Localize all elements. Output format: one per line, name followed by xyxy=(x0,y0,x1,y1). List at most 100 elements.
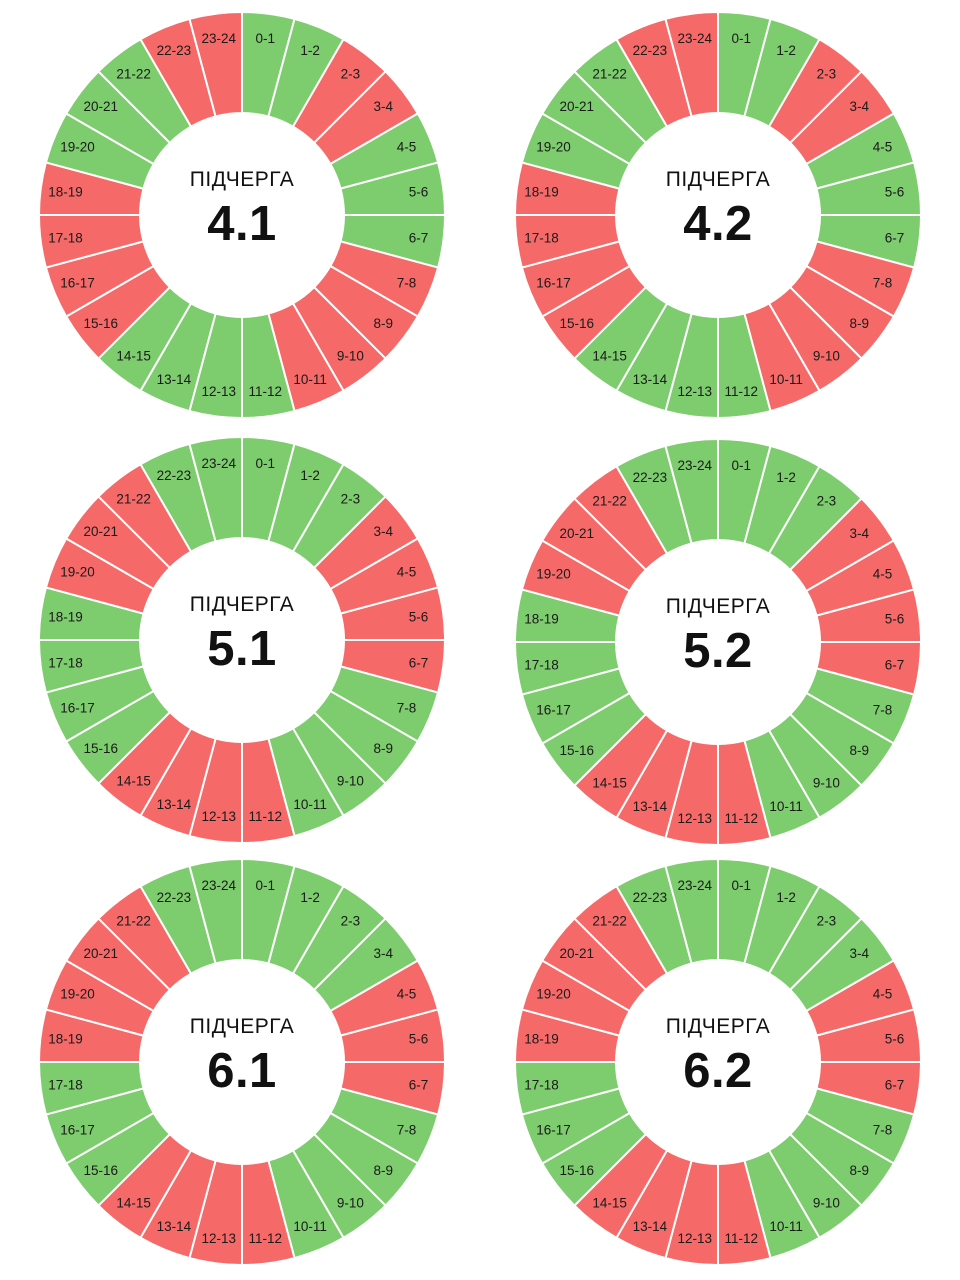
hour-label: 12-13 xyxy=(678,1231,713,1246)
hour-label: 0-1 xyxy=(255,456,275,471)
hour-label: 1-2 xyxy=(300,43,320,58)
hour-label: 4-5 xyxy=(397,139,417,154)
hour-label: 18-19 xyxy=(524,611,559,626)
hour-label: 1-2 xyxy=(776,470,796,485)
hour-label: 14-15 xyxy=(592,776,627,791)
hour-label: 14-15 xyxy=(592,1196,627,1211)
hour-label: 14-15 xyxy=(116,774,151,789)
hour-label: 3-4 xyxy=(373,99,393,114)
hour-segment-23-24 xyxy=(664,10,719,118)
queue-dial-5-1: 0-1 1-2 2-3 3-4 4-5 5-6 6-7 7-8 8-9 9-10 10-11 11-1… xyxy=(32,430,452,850)
hour-label: 13-14 xyxy=(157,797,192,812)
hour-label: 18-19 xyxy=(524,1031,559,1046)
hour-label: 5-6 xyxy=(409,609,429,624)
hour-label: 15-16 xyxy=(560,316,595,331)
hour-label: 7-8 xyxy=(873,703,893,718)
hour-label: 20-21 xyxy=(560,99,595,114)
dial-caption: ПІДЧЕРГА xyxy=(189,168,295,191)
hour-label: 0-1 xyxy=(255,878,275,893)
hour-label: 8-9 xyxy=(849,743,869,758)
hour-label: 7-8 xyxy=(397,276,417,291)
hour-label: 21-22 xyxy=(592,493,627,508)
hour-label: 20-21 xyxy=(560,946,595,961)
queue-number: 6.2 xyxy=(683,1044,753,1098)
hour-label: 4-5 xyxy=(873,566,893,581)
hour-label: 18-19 xyxy=(524,184,559,199)
hour-label: 21-22 xyxy=(116,491,151,506)
hour-label: 0-1 xyxy=(731,458,751,473)
hour-label: 22-23 xyxy=(633,470,668,485)
hour-label: 1-2 xyxy=(776,43,796,58)
hour-label: 22-23 xyxy=(157,890,192,905)
hour-label: 21-22 xyxy=(116,66,151,81)
hour-label: 10-11 xyxy=(293,797,327,812)
hour-label: 4-5 xyxy=(873,986,893,1001)
hour-label: 7-8 xyxy=(873,276,893,291)
hour-label: 7-8 xyxy=(397,1123,417,1138)
queue-number: 6.1 xyxy=(207,1044,277,1098)
hour-label: 23-24 xyxy=(678,458,713,473)
hour-label: 20-21 xyxy=(84,99,119,114)
hour-label: 15-16 xyxy=(560,1163,595,1178)
hour-label: 13-14 xyxy=(633,799,668,814)
hour-label: 2-3 xyxy=(817,493,837,508)
hour-label: 6-7 xyxy=(885,231,905,246)
hour-label: 13-14 xyxy=(633,372,668,387)
hour-label: 8-9 xyxy=(849,316,869,331)
hour-label: 3-4 xyxy=(373,946,393,961)
hour-label: 2-3 xyxy=(341,66,361,81)
hour-label: 20-21 xyxy=(560,526,595,541)
hour-label: 3-4 xyxy=(849,946,869,961)
hour-label: 8-9 xyxy=(373,316,393,331)
dial-caption: ПІДЧЕРГА xyxy=(665,1015,771,1038)
hour-label: 1-2 xyxy=(300,890,320,905)
hour-label: 11-12 xyxy=(248,1231,282,1246)
hour-label: 23-24 xyxy=(678,878,713,893)
hour-label: 0-1 xyxy=(731,878,751,893)
hour-label: 20-21 xyxy=(84,946,119,961)
hour-label: 9-10 xyxy=(813,776,840,791)
hour-label: 3-4 xyxy=(373,524,393,539)
hour-label: 18-19 xyxy=(48,609,83,624)
hour-label: 16-17 xyxy=(536,703,571,718)
hour-label: 19-20 xyxy=(60,564,95,579)
hour-ring: 0-1 1-2 2-3 3-4 4-5 5-6 6-7 7-8 8-9 9-10 10-11 11-1… xyxy=(37,10,447,420)
hour-label: 2-3 xyxy=(817,913,837,928)
hour-label: 21-22 xyxy=(592,66,627,81)
queue-number: 5.1 xyxy=(207,622,277,676)
hour-label: 6-7 xyxy=(409,231,429,246)
hour-label: 6-7 xyxy=(409,656,429,671)
hour-label: 23-24 xyxy=(202,31,237,46)
queue-number: 5.2 xyxy=(683,624,753,678)
queue-dial-6-2: 0-1 1-2 2-3 3-4 4-5 5-6 6-7 7-8 8-9 9-10 10-11 11-1… xyxy=(508,852,928,1272)
queue-dial-4-2: 0-1 1-2 2-3 3-4 4-5 5-6 6-7 7-8 8-9 9-10 10-11 11-1… xyxy=(508,5,928,425)
hour-label: 15-16 xyxy=(84,1163,119,1178)
hour-label: 8-9 xyxy=(373,1163,393,1178)
queue-dial-6-1: 0-1 1-2 2-3 3-4 4-5 5-6 6-7 7-8 8-9 9-10 10-11 11-1… xyxy=(32,852,452,1272)
hour-label: 5-6 xyxy=(409,1031,429,1046)
hour-label: 11-12 xyxy=(248,384,282,399)
hour-label: 9-10 xyxy=(813,1196,840,1211)
hour-label: 0-1 xyxy=(731,31,751,46)
hour-label: 0-1 xyxy=(255,31,275,46)
hour-label: 19-20 xyxy=(536,139,571,154)
hour-label: 15-16 xyxy=(84,741,119,756)
hour-label: 5-6 xyxy=(885,1031,905,1046)
hour-label: 13-14 xyxy=(633,1219,668,1234)
hour-label: 2-3 xyxy=(341,913,361,928)
hour-label: 22-23 xyxy=(157,468,192,483)
hour-label: 11-12 xyxy=(724,1231,758,1246)
hour-segment-23-24 xyxy=(188,10,243,118)
hour-label: 9-10 xyxy=(337,1196,364,1211)
hour-label: 19-20 xyxy=(536,566,571,581)
hour-ring: 0-1 1-2 2-3 3-4 4-5 5-6 6-7 7-8 8-9 9-10 10-11 11-1… xyxy=(37,435,447,845)
hour-label: 11-12 xyxy=(724,811,758,826)
hour-label: 3-4 xyxy=(849,526,869,541)
hour-label: 14-15 xyxy=(116,349,151,364)
hour-label: 23-24 xyxy=(202,456,237,471)
hour-label: 6-7 xyxy=(885,1078,905,1093)
queue-number: 4.2 xyxy=(683,197,753,251)
hour-label: 21-22 xyxy=(116,913,151,928)
hour-label: 11-12 xyxy=(724,384,758,399)
hour-label: 22-23 xyxy=(633,890,668,905)
